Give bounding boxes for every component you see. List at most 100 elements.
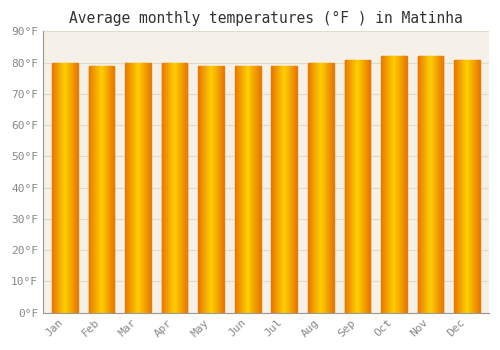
Bar [332,63,333,313]
Bar [222,66,224,313]
Bar [202,66,203,313]
Bar [426,56,428,313]
Bar [236,66,237,313]
Bar [218,66,219,313]
Bar [430,56,431,313]
Bar [460,60,462,313]
Bar [132,63,133,313]
Bar [252,66,253,313]
Bar [131,63,132,313]
Bar [330,63,331,313]
Bar [145,63,146,313]
Bar [126,63,127,313]
Bar [164,63,165,313]
Bar [62,63,63,313]
Bar [326,63,327,313]
Bar [104,66,106,313]
Bar [254,66,256,313]
Bar [256,66,258,313]
Bar [364,60,365,313]
Bar [108,66,109,313]
Bar [128,63,129,313]
Bar [174,63,176,313]
Bar [92,66,93,313]
Bar [438,56,440,313]
Bar [422,56,423,313]
Bar [66,63,67,313]
Bar [479,60,480,313]
Bar [466,60,467,313]
Bar [296,66,297,313]
Bar [393,56,394,313]
Bar [88,66,90,313]
Bar [75,63,76,313]
Bar [285,66,286,313]
Bar [94,66,95,313]
Bar [74,63,75,313]
Bar [110,66,111,313]
Bar [398,56,399,313]
Bar [183,63,184,313]
Bar [363,60,364,313]
Bar [395,56,396,313]
Bar [440,56,442,313]
Bar [146,63,147,313]
Bar [246,66,247,313]
Bar [433,56,434,313]
Title: Average monthly temperatures (°F ) in Matinha: Average monthly temperatures (°F ) in Ma… [69,11,463,26]
Bar [141,63,142,313]
Bar [138,63,140,313]
Bar [313,63,314,313]
Bar [163,63,164,313]
Bar [294,66,295,313]
Bar [97,66,98,313]
Bar [432,56,433,313]
Bar [284,66,285,313]
Bar [209,66,210,313]
Bar [251,66,252,313]
Bar [288,66,289,313]
Bar [278,66,279,313]
Bar [327,63,328,313]
Bar [351,60,352,313]
Bar [384,56,385,313]
Bar [463,60,464,313]
Bar [467,60,468,313]
Bar [362,60,363,313]
Bar [113,66,114,313]
Bar [420,56,421,313]
Bar [129,63,130,313]
Bar [257,66,258,313]
Bar [290,66,292,313]
Bar [60,63,61,313]
Bar [308,63,310,313]
Bar [65,63,66,313]
Bar [149,63,150,313]
Bar [312,63,313,313]
Bar [212,66,213,313]
Bar [428,56,429,313]
Bar [240,66,242,313]
Bar [127,63,128,313]
Bar [133,63,134,313]
Bar [63,63,64,313]
Bar [438,56,439,313]
Bar [259,66,260,313]
Bar [77,63,78,313]
Bar [354,60,356,313]
Bar [349,60,350,313]
Bar [317,63,318,313]
Bar [134,63,135,313]
Bar [175,63,176,313]
Bar [215,66,216,313]
Bar [388,56,389,313]
Bar [176,63,177,313]
Bar [214,66,215,313]
Bar [245,66,246,313]
Bar [442,56,444,313]
Bar [436,56,437,313]
Bar [381,56,382,313]
Bar [431,56,432,313]
Bar [318,63,319,313]
Bar [220,66,222,313]
